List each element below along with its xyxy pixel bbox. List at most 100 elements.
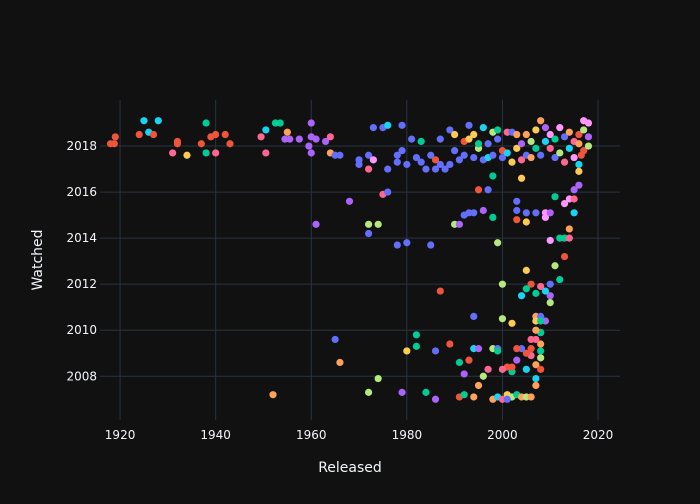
data-point[interactable] — [149, 130, 158, 139]
data-point[interactable] — [560, 133, 569, 141]
data-point[interactable] — [517, 140, 526, 148]
data-point[interactable] — [321, 137, 330, 146]
data-point[interactable] — [305, 142, 313, 150]
data-point[interactable] — [403, 347, 411, 355]
data-point[interactable] — [436, 287, 444, 295]
data-point[interactable] — [551, 193, 559, 201]
data-point[interactable] — [286, 135, 294, 143]
data-point[interactable] — [546, 144, 554, 152]
data-point[interactable] — [532, 361, 540, 369]
data-point[interactable] — [403, 160, 411, 169]
data-point[interactable] — [460, 151, 468, 159]
data-point[interactable] — [431, 165, 440, 173]
data-point[interactable] — [565, 128, 573, 136]
data-point[interactable] — [398, 147, 406, 155]
data-point[interactable] — [479, 206, 487, 215]
data-point[interactable] — [474, 381, 483, 390]
data-point[interactable] — [513, 130, 521, 139]
data-point[interactable] — [537, 354, 545, 362]
data-point[interactable] — [570, 186, 578, 194]
data-point[interactable] — [427, 151, 435, 159]
data-point[interactable] — [537, 340, 545, 348]
data-point[interactable] — [479, 372, 487, 380]
data-point[interactable] — [565, 225, 573, 233]
data-point[interactable] — [513, 206, 521, 215]
data-point[interactable] — [446, 126, 454, 134]
data-point[interactable] — [527, 153, 535, 162]
data-point[interactable] — [484, 186, 492, 194]
data-point[interactable] — [183, 151, 191, 159]
data-point[interactable] — [393, 158, 401, 166]
data-point[interactable] — [369, 124, 377, 132]
data-point[interactable] — [522, 130, 530, 139]
data-point[interactable] — [269, 391, 277, 399]
data-point[interactable] — [197, 140, 205, 148]
data-point[interactable] — [398, 388, 406, 396]
data-point[interactable] — [446, 160, 454, 169]
data-point[interactable] — [262, 126, 270, 134]
data-point[interactable] — [470, 312, 478, 321]
data-point[interactable] — [412, 331, 420, 339]
data-point[interactable] — [474, 186, 483, 194]
data-point[interactable] — [470, 130, 478, 139]
data-point[interactable] — [111, 133, 119, 141]
data-point[interactable] — [546, 298, 554, 307]
data-point[interactable] — [517, 292, 526, 300]
data-point[interactable] — [508, 319, 516, 327]
data-point[interactable] — [110, 140, 118, 148]
data-point[interactable] — [431, 347, 440, 355]
data-point[interactable] — [498, 280, 507, 288]
data-point[interactable] — [336, 358, 344, 367]
data-point[interactable] — [513, 144, 521, 152]
data-point[interactable] — [460, 370, 468, 378]
data-point[interactable] — [384, 165, 392, 173]
data-point[interactable] — [212, 149, 220, 157]
data-point[interactable] — [537, 282, 545, 291]
data-point[interactable] — [498, 365, 507, 373]
data-point[interactable] — [202, 119, 210, 127]
data-point[interactable] — [431, 156, 440, 164]
data-point[interactable] — [577, 151, 585, 159]
data-point[interactable] — [257, 133, 265, 141]
data-point[interactable] — [494, 126, 502, 134]
data-point[interactable] — [283, 128, 291, 136]
data-point[interactable] — [570, 195, 578, 203]
data-point[interactable] — [527, 393, 535, 401]
data-point[interactable] — [451, 130, 459, 139]
data-point[interactable] — [498, 153, 507, 162]
data-point[interactable] — [295, 135, 303, 143]
data-point[interactable] — [522, 266, 530, 274]
data-point[interactable] — [365, 388, 373, 396]
data-point[interactable] — [537, 347, 545, 355]
data-point[interactable] — [503, 149, 511, 157]
data-point[interactable] — [532, 289, 540, 297]
data-point[interactable] — [465, 121, 473, 129]
data-point[interactable] — [403, 239, 411, 247]
data-point[interactable] — [427, 241, 435, 249]
data-point[interactable] — [312, 220, 320, 228]
data-point[interactable] — [560, 252, 569, 261]
data-point[interactable] — [369, 156, 377, 164]
data-point[interactable] — [575, 160, 583, 169]
data-point[interactable] — [527, 335, 535, 344]
data-point[interactable] — [494, 347, 502, 355]
data-point[interactable] — [541, 137, 550, 146]
data-point[interactable] — [140, 117, 148, 125]
data-point[interactable] — [584, 142, 593, 150]
data-point[interactable] — [570, 209, 578, 217]
data-point[interactable] — [494, 135, 502, 143]
data-point[interactable] — [455, 156, 464, 164]
data-point[interactable] — [517, 156, 526, 164]
data-point[interactable] — [532, 144, 540, 152]
data-point[interactable] — [532, 326, 540, 334]
data-point[interactable] — [455, 358, 464, 367]
data-point[interactable] — [546, 280, 554, 288]
data-point[interactable] — [575, 181, 583, 189]
data-point[interactable] — [541, 287, 550, 295]
data-point[interactable] — [546, 292, 554, 300]
data-point[interactable] — [570, 153, 578, 162]
data-point[interactable] — [527, 345, 535, 353]
data-point[interactable] — [408, 135, 416, 143]
data-point[interactable] — [484, 365, 492, 373]
data-point[interactable] — [436, 135, 444, 143]
